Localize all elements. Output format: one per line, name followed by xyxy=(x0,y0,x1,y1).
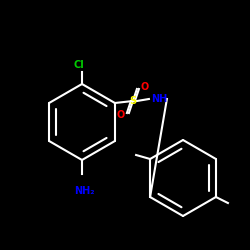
Text: NH: NH xyxy=(151,94,167,104)
Text: O: O xyxy=(141,82,149,92)
Text: S: S xyxy=(129,96,136,106)
Text: Cl: Cl xyxy=(74,60,85,70)
Text: NH₂: NH₂ xyxy=(74,186,94,196)
Text: O: O xyxy=(117,110,125,120)
